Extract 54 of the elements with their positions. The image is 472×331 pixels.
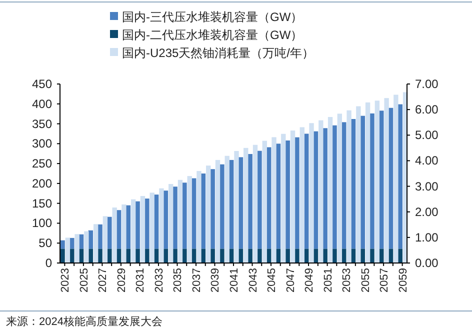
bar <box>332 248 337 263</box>
x-tick-label: 2033 <box>153 268 166 292</box>
bar <box>210 248 215 263</box>
y2-tick-label: 4.00 <box>415 154 439 168</box>
y2-tick-label: 1.00 <box>415 230 439 244</box>
y2-tick-label: 3.00 <box>415 179 439 194</box>
y-tick-label: 400 <box>32 96 52 111</box>
y-tick-label: 200 <box>32 176 52 190</box>
bar <box>107 248 112 263</box>
x-tick-label: 2023 <box>60 268 72 292</box>
legend-label: 国内-二代压水堆装机容量（GW） <box>122 28 303 42</box>
y-tick-label: 100 <box>32 216 52 230</box>
x-tick-label: 2035 <box>172 268 184 292</box>
legend-label: 国内-三代压水堆装机容量（GW） <box>122 10 303 24</box>
y-tick-label: 250 <box>32 156 52 171</box>
x-tick-label: 2027 <box>97 268 110 292</box>
x-tick-label: 2039 <box>210 268 222 292</box>
x-tick-label: 2031 <box>134 268 147 292</box>
y-tick-label: 50 <box>38 236 52 250</box>
bar <box>285 248 290 263</box>
y-tick-label: 0 <box>45 256 52 270</box>
bar <box>182 248 187 263</box>
bar <box>135 248 140 263</box>
y-tick-label: 450 <box>32 77 52 91</box>
y-tick-label: 350 <box>32 116 52 131</box>
x-tick-label: 2055 <box>360 268 372 292</box>
bar <box>172 248 178 263</box>
x-tick-label: 2045 <box>266 268 278 292</box>
x-tick-label: 2041 <box>228 268 240 292</box>
source-note: 来源：2024核能高质量发展大会 <box>6 315 162 328</box>
bar <box>257 248 262 263</box>
x-tick-label: 2051 <box>322 268 334 292</box>
x-tick-label: 2049 <box>304 268 316 292</box>
y2-tick-label: 7.00 <box>415 77 439 91</box>
x-tick-label: 2043 <box>247 268 260 292</box>
x-tick-label: 2053 <box>341 268 354 292</box>
bar <box>248 248 252 263</box>
x-tick-label: 2047 <box>284 268 297 292</box>
bar <box>220 248 224 263</box>
bar <box>370 248 374 263</box>
y2-tick-label: 6.00 <box>415 102 439 117</box>
y2-tick-label: 5.00 <box>415 128 439 142</box>
x-tick-label: 2037 <box>190 268 203 292</box>
x-tick-label: 2057 <box>378 268 391 292</box>
y2-tick-label: 2.00 <box>415 204 439 219</box>
bar <box>294 248 300 263</box>
y-tick-label: 150 <box>32 196 52 210</box>
y2-tick-label: 0.00 <box>415 256 439 270</box>
legend-label: 国内-U235天然铀消耗量（万吨/年） <box>122 46 314 60</box>
x-tick-label: 2025 <box>78 268 90 292</box>
y-tick-label: 300 <box>32 136 52 151</box>
bar <box>144 248 150 263</box>
x-tick-label: 2059 <box>397 268 410 292</box>
x-tick-label: 2029 <box>116 268 128 292</box>
